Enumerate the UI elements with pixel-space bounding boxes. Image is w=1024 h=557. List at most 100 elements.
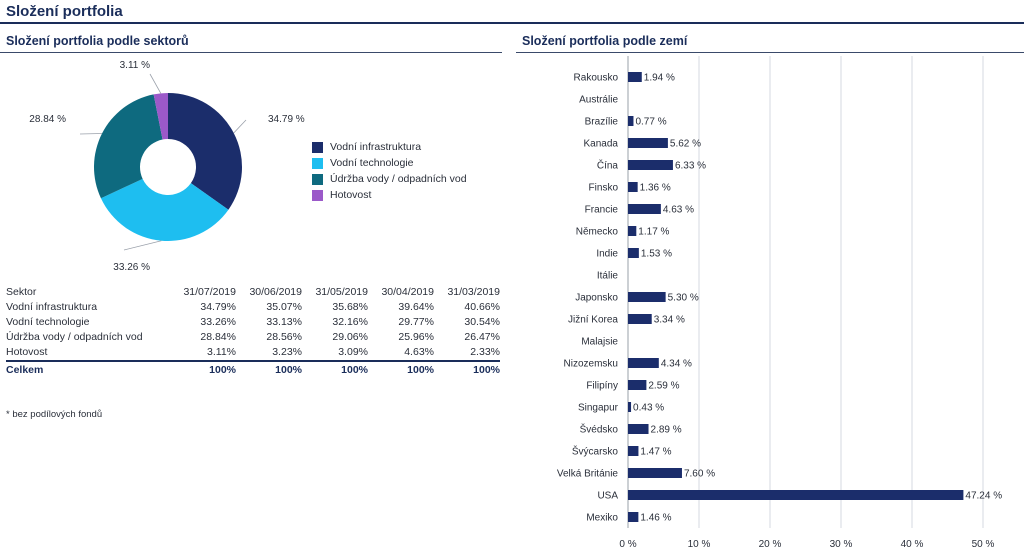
bar-value-label: 0.43 % xyxy=(633,403,664,414)
bar-value-label: 1.47 % xyxy=(640,447,671,458)
table-row: Vodní technologie 33.26% 33.13% 32.16% 2… xyxy=(6,315,500,330)
legend-label: Hotovost xyxy=(330,189,372,201)
table-cell: Vodní technologie xyxy=(6,316,90,328)
legend-swatch xyxy=(312,141,323,153)
plot-area xyxy=(628,56,983,528)
x-tick-label: 20 % xyxy=(759,539,782,550)
table-header-cell: 31/03/2019 xyxy=(447,286,500,298)
bar xyxy=(628,138,668,148)
bar-value-label: 1.94 % xyxy=(644,73,675,84)
bar xyxy=(628,160,673,170)
table-cell: 100% xyxy=(434,360,500,378)
pie-leader-line xyxy=(149,73,162,94)
table-cell: 3.11% xyxy=(207,346,236,358)
y-category-label: Filipíny xyxy=(586,381,618,392)
y-category-label: Nizozemsku xyxy=(564,359,618,370)
legend-label: Vodní infrastruktura xyxy=(330,141,422,153)
bar-value-label: 5.30 % xyxy=(668,293,699,304)
bar-value-label: 2.89 % xyxy=(651,425,682,436)
country-bar-chart: 0 % 10 % 20 % 30 % 40 % 50 % Rakousko 1.94 % Aus… xyxy=(557,56,1002,550)
bar xyxy=(628,204,661,214)
bar xyxy=(628,248,639,258)
table-cell: 29.77% xyxy=(398,316,434,328)
pie-slice xyxy=(94,94,163,199)
table-cell: 25.96% xyxy=(398,331,434,343)
legend-item: Hotovost xyxy=(312,187,467,203)
y-category-label: Finsko xyxy=(589,183,619,194)
bar-value-label: 0.77 % xyxy=(635,117,666,128)
pie-slice xyxy=(168,93,242,210)
x-tick-label: 10 % xyxy=(688,539,711,550)
table-cell: 35.07% xyxy=(266,301,302,313)
y-category-label: Austrálie xyxy=(579,95,618,106)
table-cell: 28.84% xyxy=(200,331,236,343)
bar xyxy=(628,292,666,302)
x-tick-label: 40 % xyxy=(901,539,924,550)
y-category-label: Itálie xyxy=(597,271,619,282)
y-category-label: Brazílie xyxy=(585,117,619,128)
sector-legend: Vodní infrastruktura Vodní technologie Ú… xyxy=(312,139,467,203)
table-cell: 30.54% xyxy=(464,316,500,328)
y-category-label: Francie xyxy=(585,205,619,216)
legend-item: Vodní technologie xyxy=(312,155,467,171)
x-tick-label: 0 % xyxy=(619,539,636,550)
table-total-row: Celkem 100% 100% 100% 100% 100% xyxy=(6,360,500,378)
table-row: Vodní infrastruktura 34.79% 35.07% 35.68… xyxy=(6,300,500,315)
country-panel-title: Složení portfolia podle zemí xyxy=(522,34,688,48)
y-category-label: Rakousko xyxy=(574,73,619,84)
bar xyxy=(628,468,682,478)
bar xyxy=(628,402,632,412)
table-row: Údržba vody / odpadních vod 28.84% 28.56… xyxy=(6,330,500,345)
sector-donut-chart: 34.79 % 33.26 % 28.84 % 3.11 % xyxy=(29,60,305,273)
table-cell: 3.23% xyxy=(272,346,302,358)
y-category-label: Indie xyxy=(596,249,618,260)
bar xyxy=(628,424,649,434)
table-header-cell: 31/07/2019 xyxy=(183,286,236,298)
footnote: * bez podílových fondů xyxy=(6,409,103,420)
table-cell: 33.13% xyxy=(266,316,302,328)
legend-item: Vodní infrastruktura xyxy=(312,139,467,155)
bar-value-label: 4.63 % xyxy=(663,205,694,216)
pie-leader-line xyxy=(123,240,162,251)
bar xyxy=(628,512,639,522)
y-category-label: Velká Británie xyxy=(557,469,619,480)
bar-value-label: 1.46 % xyxy=(640,513,671,524)
bar xyxy=(628,446,639,456)
pie-slice-label: 3.11 % xyxy=(120,60,150,71)
bar-value-label: 1.17 % xyxy=(638,227,669,238)
table-cell: 26.47% xyxy=(464,331,500,343)
y-category-label: Švédsko xyxy=(580,423,619,436)
table-cell: 33.26% xyxy=(200,316,236,328)
y-category-label: Japonsko xyxy=(575,293,618,304)
table-header-row: Sektor 31/07/2019 30/06/2019 31/05/2019 … xyxy=(6,285,500,300)
legend-label: Vodní technologie xyxy=(330,157,414,169)
legend-item: Údržba vody / odpadních vod xyxy=(312,171,467,187)
y-category-label: Jižní Korea xyxy=(568,315,618,326)
table-cell: 100% xyxy=(368,360,434,378)
legend-swatch xyxy=(312,189,323,201)
bar xyxy=(628,490,964,500)
table-cell: 3.09% xyxy=(338,346,368,358)
pie-slice xyxy=(153,93,168,140)
table-cell: Celkem xyxy=(6,360,170,378)
bar-value-label: 1.36 % xyxy=(640,183,671,194)
table-cell: 100% xyxy=(170,360,236,378)
table-header-cell: 31/05/2019 xyxy=(315,286,368,298)
bar xyxy=(628,226,637,236)
table-cell: 34.79% xyxy=(200,301,236,313)
table-cell: Údržba vody / odpadních vod xyxy=(6,331,143,343)
y-category-label: Kanada xyxy=(584,139,619,150)
bar-value-label: 2.59 % xyxy=(648,381,679,392)
table-cell: Hotovost xyxy=(6,346,48,358)
table-cell: 29.06% xyxy=(332,331,368,343)
sector-panel-title: Složení portfolia podle sektorů xyxy=(6,34,189,48)
bar xyxy=(628,72,642,82)
bar-value-label: 6.33 % xyxy=(675,161,706,172)
table-header-cell: 30/04/2019 xyxy=(381,286,434,298)
table-row: Hotovost 3.11% 3.23% 3.09% 4.63% 2.33% xyxy=(6,345,500,361)
y-category-label: Malajsie xyxy=(581,337,618,348)
legend-swatch xyxy=(312,173,323,185)
pie-leader-line xyxy=(233,119,247,134)
sector-panel-rule xyxy=(0,52,502,53)
y-category-label: Švýcarsko xyxy=(572,445,619,458)
